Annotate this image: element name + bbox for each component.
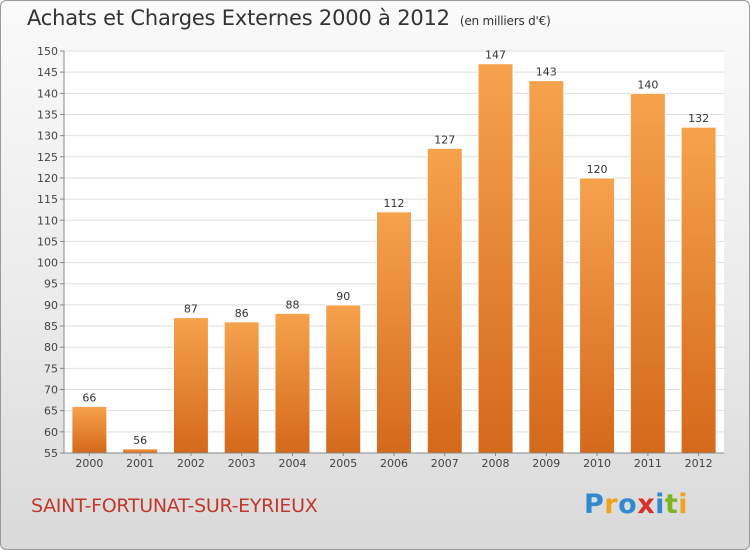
proxiti-logo[interactable]: Proxiti — [584, 489, 688, 520]
data-label: 147 — [485, 49, 506, 62]
x-tick-label: 2005 — [329, 457, 357, 470]
y-tick-label: 120 — [37, 172, 58, 185]
bar-2008 — [477, 63, 514, 454]
bar-2009 — [528, 80, 565, 454]
x-tick-label: 2000 — [75, 457, 103, 470]
y-tick-label: 115 — [37, 193, 58, 206]
x-tick-label: 2004 — [278, 457, 306, 470]
y-tick-label: 135 — [37, 108, 58, 121]
chart-subtitle: (en milliers d'€) — [459, 14, 551, 28]
data-label: 127 — [434, 133, 455, 146]
logo-letter: x — [637, 489, 656, 520]
logo-letter: t — [664, 489, 679, 520]
y-tick-label: 70 — [44, 384, 58, 397]
data-label: 66 — [82, 391, 96, 404]
logo-letter: r — [604, 489, 619, 520]
y-tick-label: 60 — [44, 426, 58, 439]
y-tick-label: 125 — [37, 151, 58, 164]
y-tick-label: 145 — [37, 66, 58, 79]
data-label: 87 — [184, 303, 198, 316]
bars: 66 56 87 86 88 90 112 127 147 143 120 140 132 — [71, 49, 717, 454]
bar-2005 — [325, 304, 362, 454]
y-tick-label: 65 — [44, 405, 58, 418]
x-tick-label: 2011 — [634, 457, 662, 470]
data-label: 90 — [336, 290, 350, 303]
x-tick-label: 2008 — [482, 457, 510, 470]
logo-letter: i — [655, 489, 665, 520]
y-tick-label: 85 — [44, 320, 58, 333]
data-label: 86 — [235, 307, 249, 320]
y-tick-label: 75 — [44, 362, 58, 375]
x-tick-label: 2007 — [431, 457, 459, 470]
bar-2004 — [274, 312, 311, 454]
chart-title-text: Achats et Charges Externes 2000 à 2012 — [27, 6, 450, 30]
commune-name: SAINT-FORTUNAT-SUR-EYRIEUX — [31, 495, 318, 517]
bar-2010 — [579, 177, 616, 454]
y-tick-label: 55 — [44, 447, 58, 460]
x-tick-label: 2003 — [228, 457, 256, 470]
y-tick-label: 110 — [37, 214, 58, 227]
x-tick-label: 2010 — [583, 457, 611, 470]
bar-2000 — [71, 405, 108, 454]
bar-2003 — [223, 321, 260, 454]
data-label: 88 — [285, 298, 299, 311]
data-label: 120 — [587, 163, 608, 176]
bar-2002 — [172, 317, 209, 454]
chart-title: Achats et Charges Externes 2000 à 2012 (e… — [27, 6, 551, 30]
bar-2011 — [629, 92, 666, 454]
x-tick-label: 2009 — [532, 457, 560, 470]
data-label: 112 — [384, 197, 405, 210]
y-tick-label: 150 — [37, 45, 58, 58]
y-tick-label: 140 — [37, 87, 58, 100]
y-tick-label: 100 — [37, 257, 58, 270]
x-tick-label: 2001 — [126, 457, 154, 470]
bar-2006 — [376, 211, 412, 454]
data-label: 132 — [688, 112, 709, 125]
data-label: 56 — [133, 434, 147, 447]
data-label: 140 — [637, 78, 658, 91]
logo-letter: P — [584, 489, 605, 520]
y-tick-label: 130 — [37, 130, 58, 143]
y-tick-label: 105 — [37, 235, 58, 248]
x-tick-label: 2012 — [685, 457, 713, 470]
logo-letter: i — [678, 489, 689, 520]
y-axis: 55 60 65 70 75 80 85 90 95 100 105 110 115 120 125 130 1… — [37, 45, 65, 460]
data-label: 143 — [536, 66, 557, 79]
y-tick-label: 90 — [44, 299, 58, 312]
x-tick-label: 2006 — [380, 457, 408, 470]
logo-letter: o — [618, 489, 638, 520]
bar-2001 — [122, 448, 159, 454]
x-tick-label: 2002 — [177, 457, 205, 470]
y-tick-label: 95 — [44, 278, 58, 291]
y-tick-label: 80 — [44, 341, 58, 354]
bar-2012 — [680, 126, 717, 454]
bar-2007 — [426, 147, 463, 454]
x-axis: 2000 2001 2002 2003 2004 2005 2006 2007 2008 2009… — [64, 452, 724, 470]
